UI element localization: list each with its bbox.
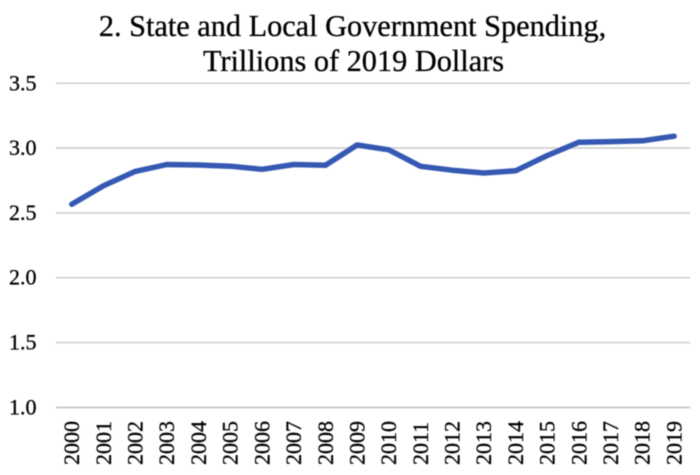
svg-text:3.0: 3.0 bbox=[9, 135, 37, 160]
svg-text:2002: 2002 bbox=[123, 421, 148, 465]
svg-text:2012: 2012 bbox=[440, 421, 465, 465]
svg-text:2008: 2008 bbox=[313, 421, 338, 465]
svg-text:Trillions of 2019 Dollars: Trillions of 2019 Dollars bbox=[203, 44, 504, 78]
svg-text:2. State and Local Government: 2. State and Local Government Spending, bbox=[99, 9, 606, 43]
svg-text:2011: 2011 bbox=[408, 422, 433, 465]
svg-text:2010: 2010 bbox=[376, 421, 401, 465]
svg-text:2.5: 2.5 bbox=[9, 200, 37, 225]
svg-text:2013: 2013 bbox=[471, 421, 496, 465]
svg-text:2.0: 2.0 bbox=[9, 265, 37, 290]
svg-text:2017: 2017 bbox=[598, 421, 623, 465]
svg-text:2000: 2000 bbox=[59, 421, 84, 465]
svg-text:2006: 2006 bbox=[249, 421, 274, 465]
svg-text:2001: 2001 bbox=[91, 421, 116, 465]
svg-text:2014: 2014 bbox=[503, 421, 528, 465]
svg-text:2004: 2004 bbox=[186, 421, 211, 465]
svg-text:2016: 2016 bbox=[566, 421, 591, 465]
svg-text:3.5: 3.5 bbox=[9, 70, 37, 95]
svg-text:2015: 2015 bbox=[535, 421, 560, 465]
svg-text:2019: 2019 bbox=[661, 421, 686, 465]
svg-text:2018: 2018 bbox=[630, 421, 655, 465]
svg-text:2007: 2007 bbox=[281, 421, 306, 465]
svg-text:1.5: 1.5 bbox=[9, 330, 37, 355]
svg-text:2009: 2009 bbox=[344, 421, 369, 465]
svg-text:2003: 2003 bbox=[154, 421, 179, 465]
svg-text:2005: 2005 bbox=[218, 421, 243, 465]
svg-text:1.0: 1.0 bbox=[9, 394, 37, 419]
